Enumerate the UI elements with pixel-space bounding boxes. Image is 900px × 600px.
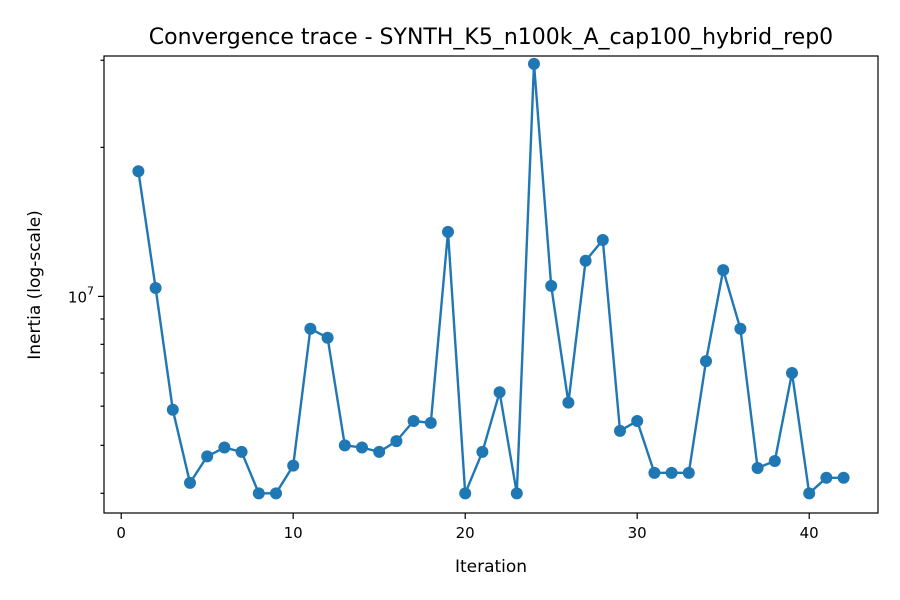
data-point	[132, 165, 145, 178]
data-point	[682, 466, 695, 479]
data-point	[700, 355, 712, 368]
data-point	[184, 476, 196, 489]
data-point	[751, 462, 764, 474]
x-axis-label: Iteration	[455, 557, 527, 577]
data-point	[510, 487, 523, 500]
data-point	[528, 57, 540, 70]
data-point	[338, 439, 351, 452]
data-point	[820, 471, 833, 484]
data-point	[270, 487, 282, 500]
data-point	[545, 279, 558, 292]
data-point	[304, 322, 317, 335]
x-tick-label: 40	[800, 524, 819, 542]
series-line	[137, 62, 844, 495]
data-point	[717, 264, 730, 277]
data-point	[837, 471, 850, 484]
data-point	[459, 487, 472, 500]
data-point	[373, 445, 386, 458]
y-tick-label: 107	[68, 284, 94, 306]
data-point	[631, 415, 644, 427]
plot-area	[132, 57, 850, 500]
data-point	[149, 281, 162, 294]
data-point	[734, 322, 747, 335]
data-point	[201, 450, 214, 463]
x-axis: 0 10 20 30 40	[116, 513, 819, 542]
y-axis: 107	[68, 59, 104, 494]
data-point	[786, 367, 798, 380]
data-point	[356, 441, 368, 454]
data-point	[390, 435, 403, 448]
plot-frame	[103, 55, 879, 514]
x-tick-label: 20	[456, 524, 475, 542]
x-tick-label: 10	[284, 524, 303, 542]
y-axis-label: Inertia (log-scale)	[25, 210, 45, 360]
data-point	[252, 487, 265, 500]
data-point	[614, 424, 626, 437]
data-point	[287, 459, 300, 472]
data-point	[768, 454, 781, 467]
data-point	[493, 386, 506, 399]
data-point	[579, 254, 592, 267]
data-point	[665, 466, 678, 479]
data-point	[803, 487, 816, 500]
data-point	[166, 403, 179, 416]
x-tick-label: 30	[628, 524, 647, 542]
data-point	[424, 416, 437, 429]
data-point	[648, 466, 661, 479]
chart-title: Convergence trace - SYNTH_K5_n100k_A_cap…	[149, 25, 833, 50]
data-point	[442, 225, 454, 238]
data-point	[218, 441, 231, 454]
data-point	[321, 331, 334, 344]
data-point	[235, 445, 248, 458]
data-point	[407, 415, 420, 427]
data-point	[596, 233, 609, 246]
x-tick-label: 0	[116, 524, 126, 542]
data-point	[476, 445, 489, 458]
data-point	[562, 396, 575, 409]
